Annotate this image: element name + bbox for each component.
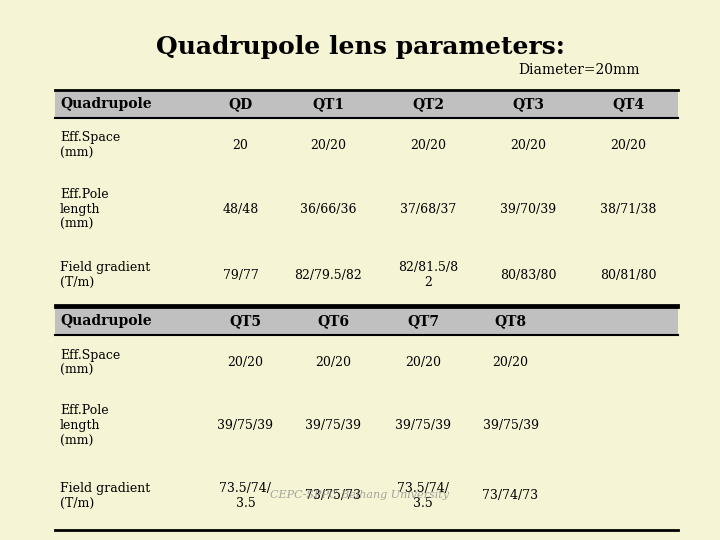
Text: 20/20: 20/20 [228,356,264,369]
Text: 82/81.5/8
2: 82/81.5/8 2 [398,261,458,289]
Text: 48/48: 48/48 [222,202,258,215]
Text: Eff.Space
(mm): Eff.Space (mm) [60,132,120,159]
Text: 20/20: 20/20 [315,356,351,369]
Text: 80/81/80: 80/81/80 [600,268,656,281]
Text: 80/83/80: 80/83/80 [500,268,557,281]
Text: 37/68/37: 37/68/37 [400,202,456,215]
Text: 20/20: 20/20 [610,139,646,152]
Text: 36/66/36: 36/66/36 [300,202,356,215]
Text: QT1: QT1 [312,97,344,111]
Text: Quadrupole lens parameters:: Quadrupole lens parameters: [156,35,564,59]
Text: QT2: QT2 [412,97,444,111]
Text: Field gradient
(T/m): Field gradient (T/m) [60,482,150,510]
Text: 38/71/38: 38/71/38 [600,202,656,215]
Text: Eff.Pole
length
(mm): Eff.Pole length (mm) [60,404,109,448]
Text: Field gradient
(T/m): Field gradient (T/m) [60,261,150,289]
Text: QT5: QT5 [230,314,261,328]
Text: 20: 20 [233,139,248,152]
Text: Diameter=20mm: Diameter=20mm [518,63,640,77]
Text: 20/20: 20/20 [405,356,441,369]
Text: 39/75/39: 39/75/39 [305,420,361,433]
Text: Eff.Pole
length
(mm): Eff.Pole length (mm) [60,187,109,231]
Text: Quadrupole: Quadrupole [60,314,152,328]
Text: 79/77: 79/77 [222,268,258,281]
Text: 73/74/73: 73/74/73 [482,489,539,503]
Text: CEPC-SPPC Beihang University: CEPC-SPPC Beihang University [271,490,449,500]
Bar [55,90,678,118]
Text: 20/20: 20/20 [410,139,446,152]
Text: QT3: QT3 [512,97,544,111]
Bar [55,307,678,335]
Text: 39/75/39: 39/75/39 [482,420,539,433]
Text: Quadrupole: Quadrupole [60,97,152,111]
Text: 20/20: 20/20 [510,139,546,152]
Text: 39/75/39: 39/75/39 [395,420,451,433]
Text: QT6: QT6 [317,314,349,328]
Text: 39/70/39: 39/70/39 [500,202,556,215]
Text: 20/20: 20/20 [492,356,528,369]
Text: QT7: QT7 [407,314,439,328]
Text: 73.5/74/
3.5: 73.5/74/ 3.5 [397,482,449,510]
Text: 20/20: 20/20 [310,139,346,152]
Text: 73/75/73: 73/75/73 [305,489,361,503]
Text: QT4: QT4 [612,97,644,111]
Text: 39/75/39: 39/75/39 [217,420,274,433]
Text: QD: QD [228,97,253,111]
Text: Eff.Space
(mm): Eff.Space (mm) [60,348,120,376]
Text: 73.5/74/
3.5: 73.5/74/ 3.5 [220,482,271,510]
Text: QT8: QT8 [495,314,526,328]
Text: 82/79.5/82: 82/79.5/82 [294,268,362,281]
